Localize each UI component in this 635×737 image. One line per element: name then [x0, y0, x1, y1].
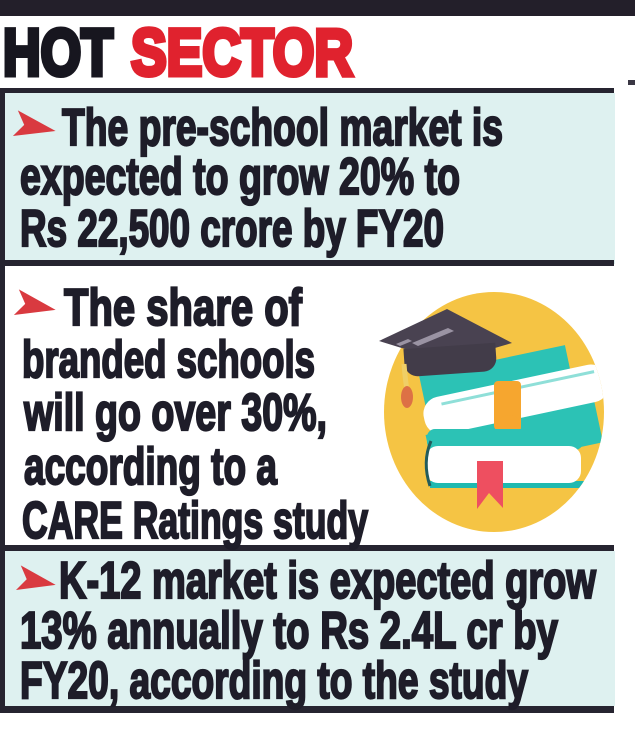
svg-text:branded schools: branded schools [22, 331, 315, 389]
svg-text:SECTOR: SECTOR [131, 15, 353, 89]
svg-text:13% annually to Rs 2.4L cr by: 13% annually to Rs 2.4L cr by [20, 602, 558, 660]
svg-text:will go over 30%,: will go over 30%, [23, 384, 327, 442]
svg-text:The pre-school market is: The pre-school market is [62, 99, 503, 157]
svg-text:Rs 22,500 crore by FY20: Rs 22,500 crore by FY20 [20, 200, 444, 258]
svg-text:FY20, according to the study: FY20, according to the study [20, 652, 528, 710]
svg-text:K-12 market is expected grow: K-12 market is expected grow [59, 552, 596, 610]
svg-text:The share of: The share of [64, 279, 303, 337]
svg-text:CARE Ratings study: CARE Ratings study [22, 492, 368, 550]
svg-text:HOT: HOT [3, 15, 113, 89]
svg-text:according to a: according to a [24, 438, 278, 496]
svg-text:expected to grow 20% to: expected to grow 20% to [20, 148, 460, 206]
